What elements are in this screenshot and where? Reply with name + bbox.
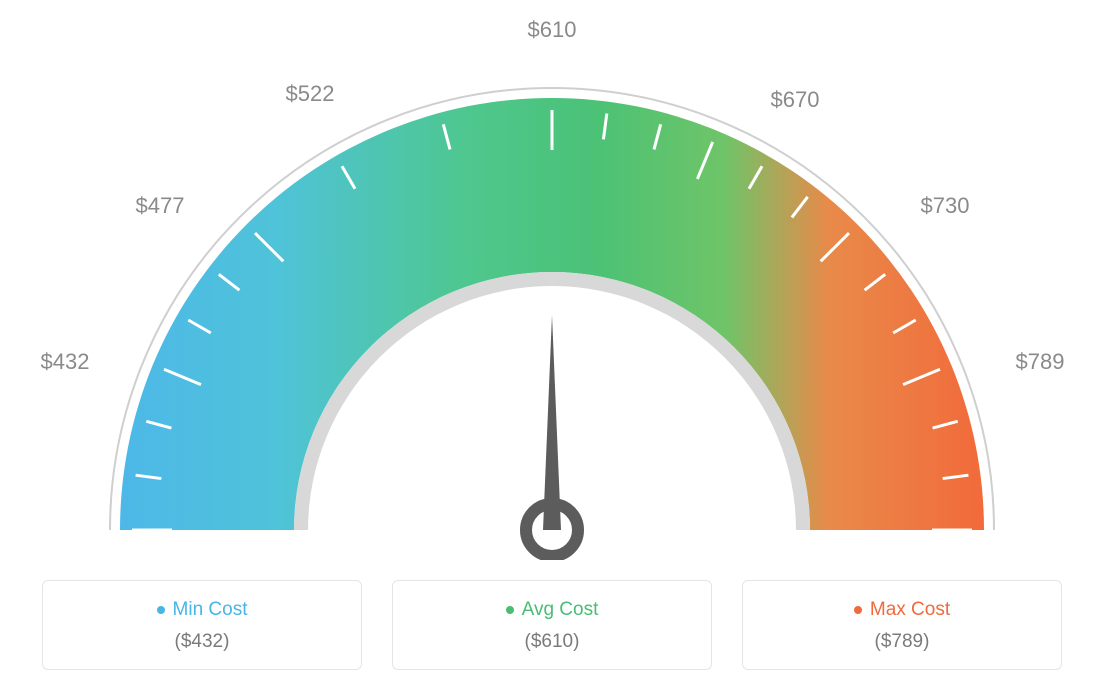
gauge-tick-label: $610 [528,17,577,43]
legend-avg-value: ($610) [393,631,711,653]
gauge-tick-label: $432 [41,349,90,375]
legend-max-label: Max Cost [870,599,950,621]
cost-gauge: $432 $477 $522 $610 $670 $730 $789 [0,0,1104,560]
gauge-svg [0,0,1104,560]
gauge-tick-label: $670 [771,87,820,113]
legend-max: Max Cost ($789) [742,580,1062,670]
legend-max-value: ($789) [743,631,1061,653]
legend-avg-dot [506,606,514,614]
legend-min-value: ($432) [43,631,361,653]
legend-row: Min Cost ($432) Avg Cost ($610) Max Cost… [0,580,1104,670]
legend-max-dot [854,606,862,614]
legend-min: Min Cost ($432) [42,580,362,670]
gauge-tick-label: $477 [136,193,185,219]
gauge-tick-label: $522 [286,81,335,107]
gauge-tick-label: $730 [921,193,970,219]
legend-min-label: Min Cost [173,599,248,621]
legend-avg: Avg Cost ($610) [392,580,712,670]
gauge-tick-label: $789 [1016,349,1065,375]
legend-avg-label: Avg Cost [522,599,599,621]
legend-min-dot [157,606,165,614]
